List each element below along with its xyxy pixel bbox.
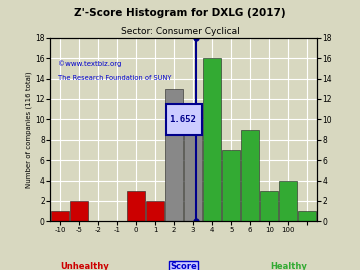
Bar <box>298 211 316 221</box>
Bar <box>260 191 278 221</box>
Bar <box>127 191 145 221</box>
Text: The Research Foundation of SUNY: The Research Foundation of SUNY <box>58 75 172 80</box>
Bar <box>222 150 240 221</box>
Text: Unhealthy: Unhealthy <box>60 262 109 270</box>
FancyBboxPatch shape <box>166 104 202 135</box>
Text: Sector: Consumer Cyclical: Sector: Consumer Cyclical <box>121 27 239 36</box>
Text: Z'-Score Histogram for DXLG (2017): Z'-Score Histogram for DXLG (2017) <box>74 8 286 18</box>
Bar <box>70 201 88 221</box>
Bar <box>51 211 69 221</box>
Text: 1.652: 1.652 <box>169 115 196 124</box>
Bar <box>165 89 183 221</box>
Text: Score: Score <box>170 262 197 270</box>
Bar <box>203 58 221 221</box>
Bar <box>184 109 202 221</box>
Y-axis label: Number of companies (116 total): Number of companies (116 total) <box>26 71 32 188</box>
Bar <box>279 181 297 221</box>
Bar <box>146 201 164 221</box>
Text: ©www.textbiz.org: ©www.textbiz.org <box>58 60 122 66</box>
Text: Healthy: Healthy <box>270 262 307 270</box>
Bar <box>241 130 259 221</box>
